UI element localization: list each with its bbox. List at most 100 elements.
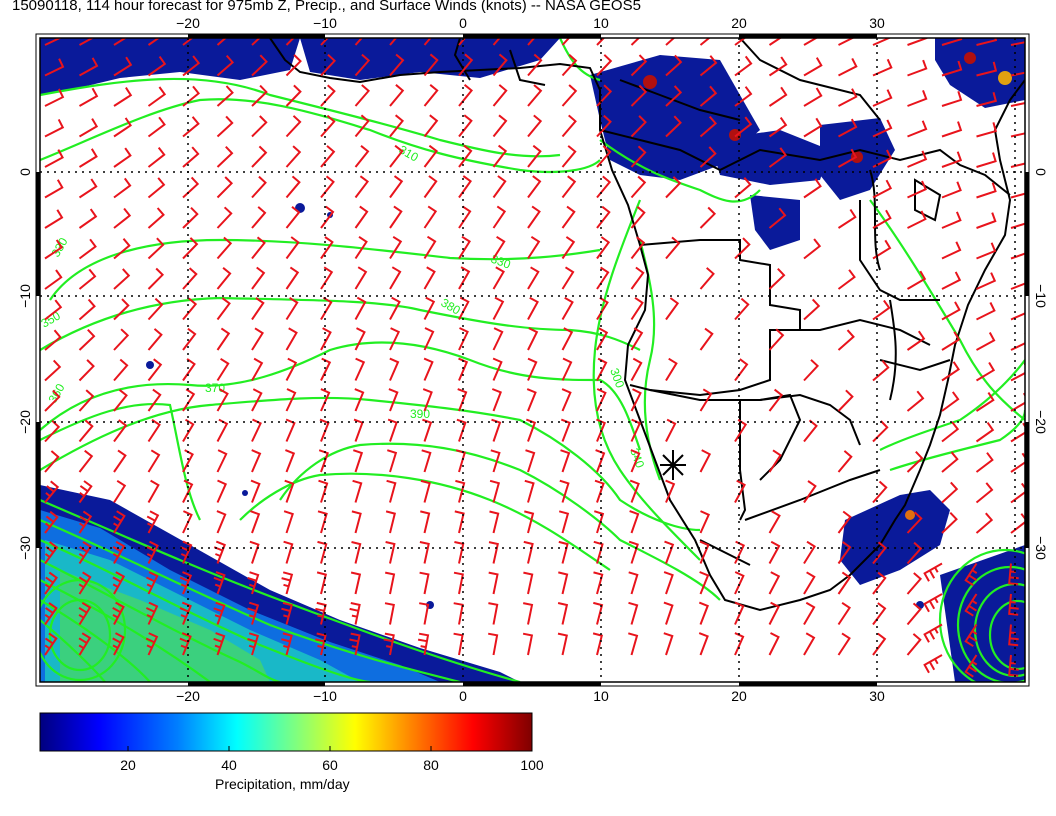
wind-barb: [78, 571, 92, 595]
wind-barb: [734, 116, 753, 138]
wind-barb: [78, 510, 93, 534]
wind-barb: [734, 86, 753, 107]
wind-barb: [907, 90, 928, 107]
wind-barb: [1010, 252, 1025, 260]
wind-barb: [216, 388, 229, 412]
wind-barb: [78, 480, 93, 504]
wind-barb: [216, 297, 231, 321]
lat-tick-label: −10: [17, 284, 33, 308]
wind-barb: [354, 38, 364, 46]
wind-barb: [560, 449, 571, 473]
wind-barb: [251, 236, 266, 260]
wind-barb: [522, 632, 534, 656]
wind-barb: [320, 357, 332, 381]
colorbar-tick-label: 100: [520, 757, 544, 773]
wind-barb: [354, 175, 370, 199]
wind-barb: [941, 271, 962, 290]
wind-barb: [803, 117, 823, 138]
wind-barb: [216, 510, 227, 534]
wind-barb: [596, 388, 607, 412]
wind-barb: [389, 266, 402, 290]
wind-barb: [113, 177, 132, 199]
wind-barb: [941, 301, 961, 321]
wind-barb: [251, 206, 267, 229]
wind-barb: [768, 207, 787, 229]
wind-barb: [457, 388, 468, 412]
wind-barb: [249, 540, 260, 564]
colorbar-label: Precipitation, mm/day: [215, 776, 350, 792]
wind-barb: [630, 449, 641, 473]
wind-barb: [458, 144, 473, 168]
wind-barb: [630, 115, 647, 138]
wind-barb: [557, 632, 568, 656]
wind-barb: [251, 54, 268, 77]
wind-barb: [147, 297, 164, 321]
wind-barb: [665, 418, 677, 442]
wind-barb: [768, 117, 788, 138]
wind-barb: [44, 571, 58, 595]
wind-barb: [559, 479, 570, 503]
wind-barb: [44, 389, 61, 412]
wind-barb: [78, 208, 98, 229]
wind-barb: [423, 175, 438, 199]
wind-barb: [44, 209, 64, 229]
wind-barb: [251, 145, 268, 168]
wind-barb: [976, 242, 997, 260]
wind-barb: [630, 175, 647, 199]
colorbar-tick-label: 80: [423, 757, 439, 773]
wind-barb: [907, 150, 928, 168]
wind-barb: [147, 56, 167, 77]
wind-barb: [492, 175, 507, 199]
wind-barb: [1010, 192, 1025, 199]
wind-barb: [596, 236, 611, 260]
wind-barb: [976, 332, 996, 351]
wind-barb: [665, 54, 683, 77]
wind-barb: [354, 84, 371, 107]
wind-barb: [182, 146, 200, 168]
lat-tick-label: −30: [17, 536, 33, 560]
wind-barb: [389, 357, 400, 381]
wind-barb: [941, 181, 962, 199]
wind-barb: [1010, 222, 1025, 229]
wind-barb: [1008, 624, 1019, 647]
wind-barb: [492, 296, 505, 320]
wind-barb: [490, 449, 501, 473]
wind-barb: [354, 53, 371, 77]
wind-barb: [976, 302, 996, 321]
wind-barb: [389, 175, 404, 199]
wind-barb: [315, 632, 327, 656]
wind-barb: [251, 388, 263, 412]
wind-barb: [354, 145, 370, 168]
wind-barb: [147, 267, 165, 290]
wind-barb: [768, 540, 781, 564]
wind-barb: [527, 84, 543, 107]
wind-barb: [423, 53, 439, 77]
wind-barb: [628, 601, 639, 625]
wind-barb: [113, 117, 132, 138]
wind-barb: [734, 237, 751, 260]
wind-barb: [285, 84, 302, 107]
wind-barb: [384, 571, 396, 595]
wind-barb: [699, 85, 718, 107]
wind-barb: [113, 207, 132, 229]
wind-barb: [665, 38, 676, 46]
wind-barb: [113, 389, 128, 412]
wind-barb: [458, 84, 474, 107]
wind-barb: [113, 298, 130, 321]
wind-barb: [492, 114, 508, 138]
wind-barb: [557, 602, 569, 625]
wind-barb: [389, 144, 404, 168]
wind-barb: [491, 388, 502, 412]
wind-barb: [561, 236, 576, 260]
wind-barb: [354, 205, 369, 229]
wind-barb: [906, 541, 923, 565]
wind-barb: [44, 149, 64, 168]
wind-barb: [803, 540, 816, 565]
wind-barb: [941, 481, 959, 504]
wind-barb: [423, 114, 439, 138]
wind-barb: [113, 268, 131, 290]
wind-barb: [664, 540, 675, 564]
wind-barb: [213, 571, 226, 595]
wind-barb: [596, 205, 611, 229]
wind-barb: [1010, 71, 1025, 77]
